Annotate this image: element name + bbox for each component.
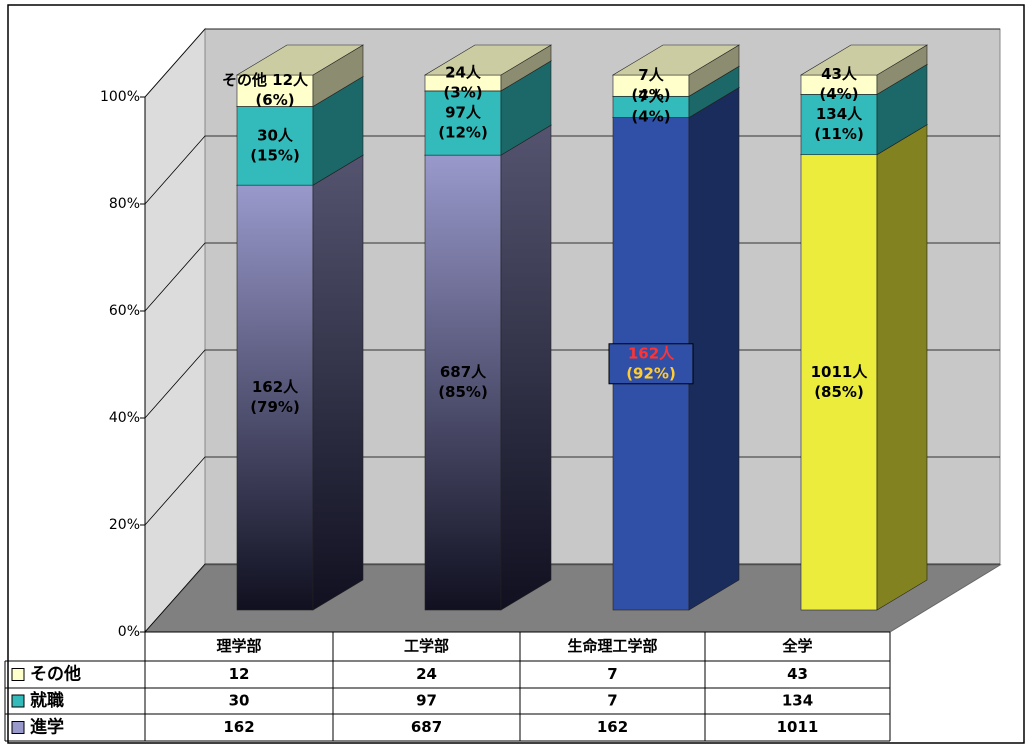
value-label: 30人 [257, 126, 294, 144]
table-cell: 134 [782, 692, 813, 710]
value-label: 97人 [445, 104, 482, 122]
y-tick-label: 0% [118, 624, 140, 640]
y-tick-label: 100% [100, 89, 140, 105]
value-label: (85%) [814, 383, 864, 401]
value-label: 7人 [638, 66, 664, 84]
y-tick-label: 80% [109, 196, 140, 212]
value-label: 24人 [445, 63, 482, 81]
bar-segment [236, 74, 314, 107]
y-tick-label: 20% [109, 517, 140, 533]
value-label: (15%) [250, 146, 300, 164]
table-cell: 162 [223, 718, 254, 736]
value-label: (4%) [819, 85, 858, 103]
bar-segment [424, 154, 502, 611]
bar-side [500, 124, 552, 611]
table-cell: 24 [416, 665, 437, 683]
y-tick-label: 60% [109, 303, 140, 319]
value-label: (12%) [438, 124, 488, 142]
y-tick-label: 40% [109, 410, 140, 426]
table-cell: 687 [411, 718, 442, 736]
value-label: (79%) [250, 398, 300, 416]
bar-segment [800, 154, 878, 611]
bar-side [876, 124, 928, 611]
table-header: 全学 [781, 637, 812, 655]
grid-line [144, 28, 1000, 98]
table-header: 工学部 [404, 637, 449, 655]
table-cell: 30 [229, 692, 250, 710]
table-cell: 12 [229, 665, 250, 683]
value-label: (92%) [626, 364, 676, 382]
legend-swatch [11, 694, 25, 708]
value-label: (11%) [814, 125, 864, 143]
value-label: (6%) [255, 91, 294, 109]
legend-label: その他 [30, 664, 81, 685]
table-cell: 97 [416, 692, 437, 710]
value-label: 687人 [440, 363, 487, 381]
side-wall [144, 27, 206, 634]
value-label: 162人 [252, 378, 299, 396]
value-label: 43人 [821, 65, 858, 83]
value-label: (3%) [443, 83, 482, 101]
table-cell: 43 [787, 665, 808, 683]
legend-label: 就職 [30, 690, 64, 711]
bar-top [611, 44, 741, 76]
table-header: 生命理工学部 [567, 637, 657, 655]
value-label: 7人 [638, 87, 664, 105]
bar-top [423, 44, 553, 76]
bar-side [688, 87, 740, 611]
bar-segment [800, 94, 878, 156]
table-header: 理学部 [216, 637, 261, 655]
bar-segment [236, 184, 314, 611]
bar-top [235, 44, 365, 76]
value-label: (4%) [631, 86, 670, 104]
value-label: (4%) [631, 107, 670, 125]
bar-top [799, 44, 929, 76]
table-cell: 7 [607, 692, 617, 710]
value-label: 1011人 [811, 363, 869, 381]
label-box [608, 343, 694, 385]
value-label: (85%) [438, 383, 488, 401]
value-label: 162人 [628, 344, 675, 362]
value-label: その他 12人 [222, 71, 309, 89]
bar-segment [236, 106, 314, 186]
table-cell: 7 [607, 665, 617, 683]
value-label: 134人 [816, 105, 863, 123]
bar-side [312, 154, 364, 611]
legend-swatch [11, 668, 25, 681]
table-cell: 1011 [777, 718, 819, 736]
legend-label: 進学 [30, 717, 64, 738]
legend-swatch [11, 721, 25, 734]
table-cell: 162 [597, 718, 628, 736]
